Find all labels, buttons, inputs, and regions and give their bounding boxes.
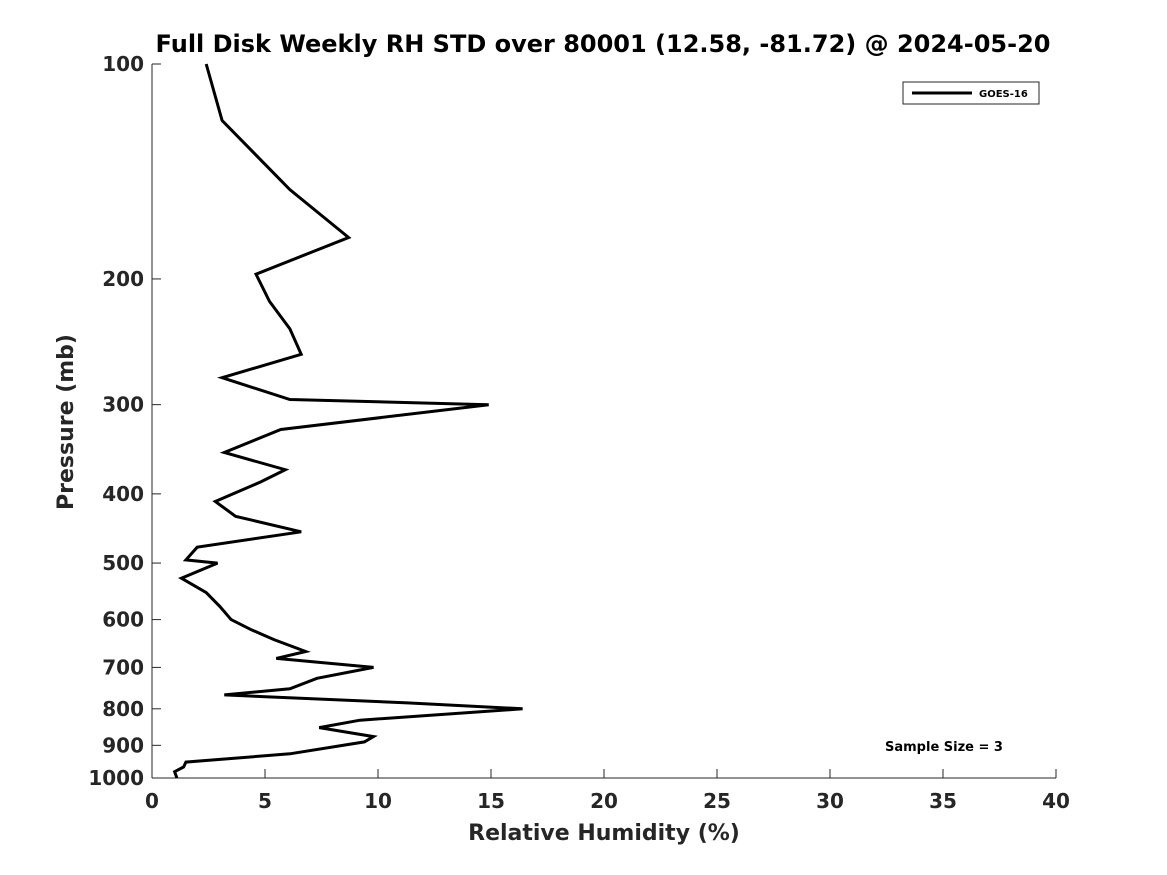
legend: GOES-16 [902, 81, 1040, 105]
y-tick-label: 900 [102, 733, 144, 757]
x-tick-label: 10 [364, 789, 392, 813]
plot-axes: 0 5 10 15 20 25 30 35 40 100 200 300 400 500 600 700 800… [88, 52, 1070, 813]
y-tick-label: 300 [102, 393, 144, 417]
x-tick-label: 30 [816, 789, 844, 813]
chart-title: Full Disk Weekly RH STD over 80001 (12.5… [156, 30, 1051, 58]
x-tick-label: 20 [590, 789, 618, 813]
y-tick-label: 600 [102, 608, 144, 632]
x-tick-label: 5 [258, 789, 272, 813]
legend-label: GOES-16 [979, 89, 1028, 100]
sample-size-annotation: Sample Size = 3 [885, 740, 1003, 755]
series-line [172, 63, 523, 779]
x-tick-label: 40 [1042, 789, 1070, 813]
y-tick-label: 400 [102, 482, 144, 506]
x-tick-label: 35 [929, 789, 957, 813]
x-tick-label: 25 [703, 789, 731, 813]
y-axis-label: Pressure (mb) [54, 334, 79, 510]
y-tick-label: 800 [102, 697, 144, 721]
x-axis-label: Relative Humidity (%) [468, 821, 740, 846]
x-tick-label: 0 [145, 789, 159, 813]
y-tick-label: 700 [102, 655, 144, 679]
y-tick-label: 500 [102, 551, 144, 575]
x-tick-label: 15 [477, 789, 505, 813]
series-layer [172, 63, 523, 779]
y-tick-label: 100 [102, 52, 144, 76]
y-tick-label: 200 [102, 267, 144, 291]
y-tick-label: 1000 [88, 766, 144, 790]
